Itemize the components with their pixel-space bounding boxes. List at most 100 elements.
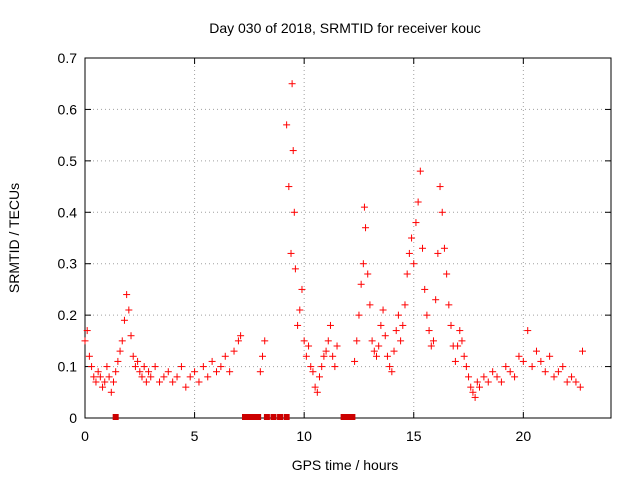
data-point bbox=[372, 352, 380, 360]
data-point bbox=[410, 260, 418, 268]
data-point bbox=[105, 373, 113, 381]
data-point bbox=[436, 183, 444, 191]
data-point bbox=[484, 378, 492, 386]
data-point bbox=[375, 342, 383, 350]
data-point bbox=[237, 332, 245, 340]
data-point bbox=[307, 363, 315, 371]
data-point bbox=[476, 383, 483, 391]
data-point bbox=[541, 368, 549, 376]
data-point bbox=[259, 352, 267, 360]
data-point bbox=[234, 337, 242, 345]
data-point bbox=[399, 321, 407, 329]
data-point bbox=[147, 373, 155, 381]
data-point bbox=[445, 301, 453, 309]
data-point bbox=[456, 327, 464, 335]
data-point bbox=[392, 327, 400, 335]
data-point bbox=[283, 121, 291, 129]
data-point bbox=[191, 368, 199, 376]
data-point bbox=[92, 378, 100, 386]
x-tick-label: 5 bbox=[191, 428, 199, 444]
data-point bbox=[546, 352, 554, 360]
y-tick-label: 0.6 bbox=[58, 101, 78, 117]
data-point bbox=[554, 368, 562, 376]
data-point bbox=[322, 347, 330, 355]
data-point bbox=[408, 234, 416, 242]
data-point bbox=[469, 388, 477, 396]
data-point bbox=[173, 373, 181, 381]
data-point bbox=[480, 373, 488, 381]
data-point bbox=[559, 363, 567, 371]
data-point bbox=[572, 378, 580, 386]
y-tick-label: 0.3 bbox=[58, 256, 78, 272]
data-point bbox=[563, 378, 571, 386]
data-point bbox=[532, 347, 540, 355]
gap-marker bbox=[270, 414, 277, 420]
data-point bbox=[351, 357, 359, 365]
data-point bbox=[195, 378, 203, 386]
data-point bbox=[355, 311, 363, 319]
y-tick-label: 0.1 bbox=[58, 359, 78, 375]
data-point bbox=[107, 388, 115, 396]
data-point bbox=[309, 368, 317, 376]
data-point bbox=[451, 357, 459, 365]
data-point bbox=[290, 208, 298, 216]
data-point bbox=[318, 363, 326, 371]
y-tick-label: 0.2 bbox=[58, 307, 78, 323]
data-point bbox=[230, 347, 238, 355]
y-tick-label: 0.4 bbox=[58, 204, 78, 220]
data-point bbox=[221, 352, 229, 360]
data-point bbox=[397, 337, 405, 345]
data-point bbox=[134, 357, 142, 365]
data-point bbox=[368, 337, 376, 345]
data-point bbox=[256, 368, 264, 376]
data-point bbox=[81, 337, 89, 345]
data-point bbox=[489, 368, 497, 376]
data-point bbox=[261, 337, 269, 345]
data-point bbox=[506, 368, 514, 376]
data-point bbox=[118, 337, 126, 345]
data-point bbox=[429, 337, 437, 345]
data-point bbox=[528, 363, 536, 371]
data-point bbox=[462, 363, 470, 371]
data-point bbox=[537, 357, 545, 365]
data-point bbox=[142, 378, 150, 386]
gap-marker bbox=[112, 414, 119, 420]
data-point bbox=[131, 363, 139, 371]
data-point bbox=[394, 311, 402, 319]
data-point bbox=[416, 167, 424, 175]
x-tick-label: 15 bbox=[406, 428, 422, 444]
data-point bbox=[294, 321, 302, 329]
data-point bbox=[576, 383, 584, 391]
chart-title: Day 030 of 2018, SRMTID for receiver kou… bbox=[209, 20, 481, 36]
data-point bbox=[357, 280, 365, 288]
data-point bbox=[458, 337, 466, 345]
data-point bbox=[454, 342, 462, 350]
data-point bbox=[296, 306, 304, 314]
x-axis-title: GPS time / hours bbox=[292, 457, 399, 473]
gap-marker bbox=[277, 414, 284, 420]
data-point bbox=[388, 368, 396, 376]
data-point bbox=[471, 393, 479, 401]
data-point bbox=[129, 352, 137, 360]
data-point bbox=[99, 383, 107, 391]
data-point bbox=[401, 301, 409, 309]
gap-marker bbox=[283, 414, 290, 420]
data-marks bbox=[81, 80, 587, 420]
data-point bbox=[109, 378, 117, 386]
data-point bbox=[160, 373, 168, 381]
data-point bbox=[331, 363, 339, 371]
data-point bbox=[473, 378, 481, 386]
data-point bbox=[298, 285, 306, 293]
data-point bbox=[353, 337, 361, 345]
data-point bbox=[120, 316, 128, 324]
data-point bbox=[360, 203, 368, 211]
data-point bbox=[285, 183, 293, 191]
x-tick-label: 20 bbox=[516, 428, 532, 444]
data-point bbox=[103, 363, 111, 371]
data-point bbox=[493, 373, 501, 381]
data-point bbox=[579, 347, 587, 355]
data-point bbox=[83, 327, 91, 335]
data-point bbox=[568, 373, 576, 381]
data-point bbox=[182, 383, 190, 391]
